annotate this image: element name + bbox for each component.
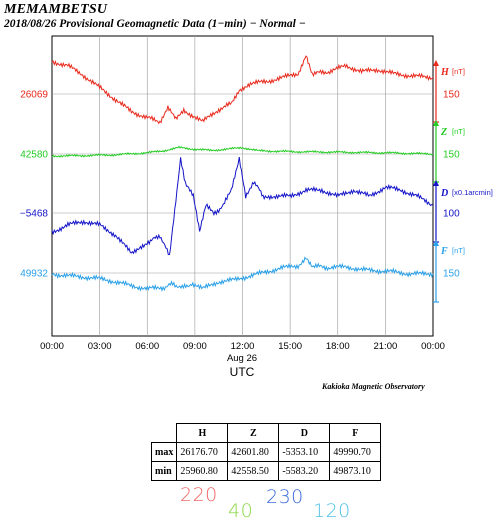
min-f: 49873.10 xyxy=(329,461,382,481)
x-tick-labels: 00:00 03:00 06:00 09:00 12:00 15:00 18:00 21:00… xyxy=(40,341,445,352)
grid-lines xyxy=(52,36,433,336)
scale-arrow-f xyxy=(433,240,439,246)
x-date-label: Aug 26 xyxy=(227,353,257,364)
left-value-d: −5468 xyxy=(20,209,49,220)
x-tick-label: 15:00 xyxy=(278,341,302,352)
series-name-f: F xyxy=(440,246,448,257)
left-value-f: 49932 xyxy=(20,269,48,280)
max-z: 42601.80 xyxy=(227,442,280,462)
series-unit-d: [x0.1arcmin] xyxy=(452,188,493,197)
max-f: 49990.70 xyxy=(329,442,382,462)
minmax-table: H Z D F max 26176.70 42601.80 -5353.10 4… xyxy=(150,423,382,481)
trace-lines xyxy=(51,55,434,293)
trace-d xyxy=(51,156,434,256)
table-header-row: H Z D F xyxy=(151,423,382,443)
scale-arrow-h xyxy=(433,60,439,66)
row-label-min: min xyxy=(150,461,178,481)
scale-arrow-d xyxy=(433,180,439,186)
chart-subtitle: 2018/08/26 Provisional Geomagnetic Data … xyxy=(4,18,306,30)
x-tick-label: 00:00 xyxy=(421,341,445,352)
series-scale-z: 150 xyxy=(443,150,460,161)
table-row-min: min 25960.80 42558.50 -5583.20 49873.10 xyxy=(150,461,382,481)
observatory-credit: Kakioka Magnetic Observatory xyxy=(322,382,425,391)
left-baseline-labels: 26069 42580 −5468 49932 xyxy=(20,90,49,280)
series-scale-h: 150 xyxy=(443,90,460,101)
series-name-h: H xyxy=(440,67,450,78)
x-tick-label: 03:00 xyxy=(88,341,112,352)
series-scale-d: 100 xyxy=(443,209,460,220)
series-unit-z: [nT] xyxy=(452,127,465,136)
table-row-max: max 26176.70 42601.80 -5353.10 49990.70 xyxy=(150,442,382,462)
x-tick-label: 06:00 xyxy=(135,341,159,352)
trace-z xyxy=(51,145,434,158)
col-header-z: Z xyxy=(227,423,280,443)
max-h: 26176.70 xyxy=(176,442,229,462)
col-header-h: H xyxy=(176,423,229,443)
x-tick-label: 12:00 xyxy=(231,341,255,352)
col-header-f: F xyxy=(329,423,382,443)
handwritten-f-index: 120 xyxy=(313,500,351,522)
left-value-h: 26069 xyxy=(20,90,48,101)
min-z: 42558.50 xyxy=(227,461,280,481)
x-tick-label: 09:00 xyxy=(183,341,207,352)
series-unit-h: [nT] xyxy=(452,67,465,76)
trace-f xyxy=(51,256,434,293)
series-name-z: Z xyxy=(440,127,447,138)
min-d: -5583.20 xyxy=(278,461,331,481)
series-scale-f: 150 xyxy=(443,269,460,280)
x-axis-label: UTC xyxy=(230,365,255,379)
handwritten-h-index: 220 xyxy=(180,484,218,506)
series-unit-f: [nT] xyxy=(452,246,465,255)
left-value-z: 42580 xyxy=(20,150,48,161)
scale-arrow-z xyxy=(433,120,439,126)
series-name-d: D xyxy=(440,188,448,199)
x-tick-label: 21:00 xyxy=(373,341,397,352)
col-header-d: D xyxy=(278,423,331,443)
max-d: -5353.10 xyxy=(278,442,331,462)
table-corner xyxy=(151,423,178,443)
min-h: 25960.80 xyxy=(176,461,229,481)
station-title: MEMAMBETSU xyxy=(4,2,108,17)
x-tick-label: 18:00 xyxy=(326,341,350,352)
x-tick-label: 00:00 xyxy=(40,341,64,352)
trace-h xyxy=(51,55,434,125)
handwritten-d-index: 230 xyxy=(266,486,304,508)
row-label-max: max xyxy=(150,442,178,462)
handwritten-z-index: 40 xyxy=(228,500,254,522)
